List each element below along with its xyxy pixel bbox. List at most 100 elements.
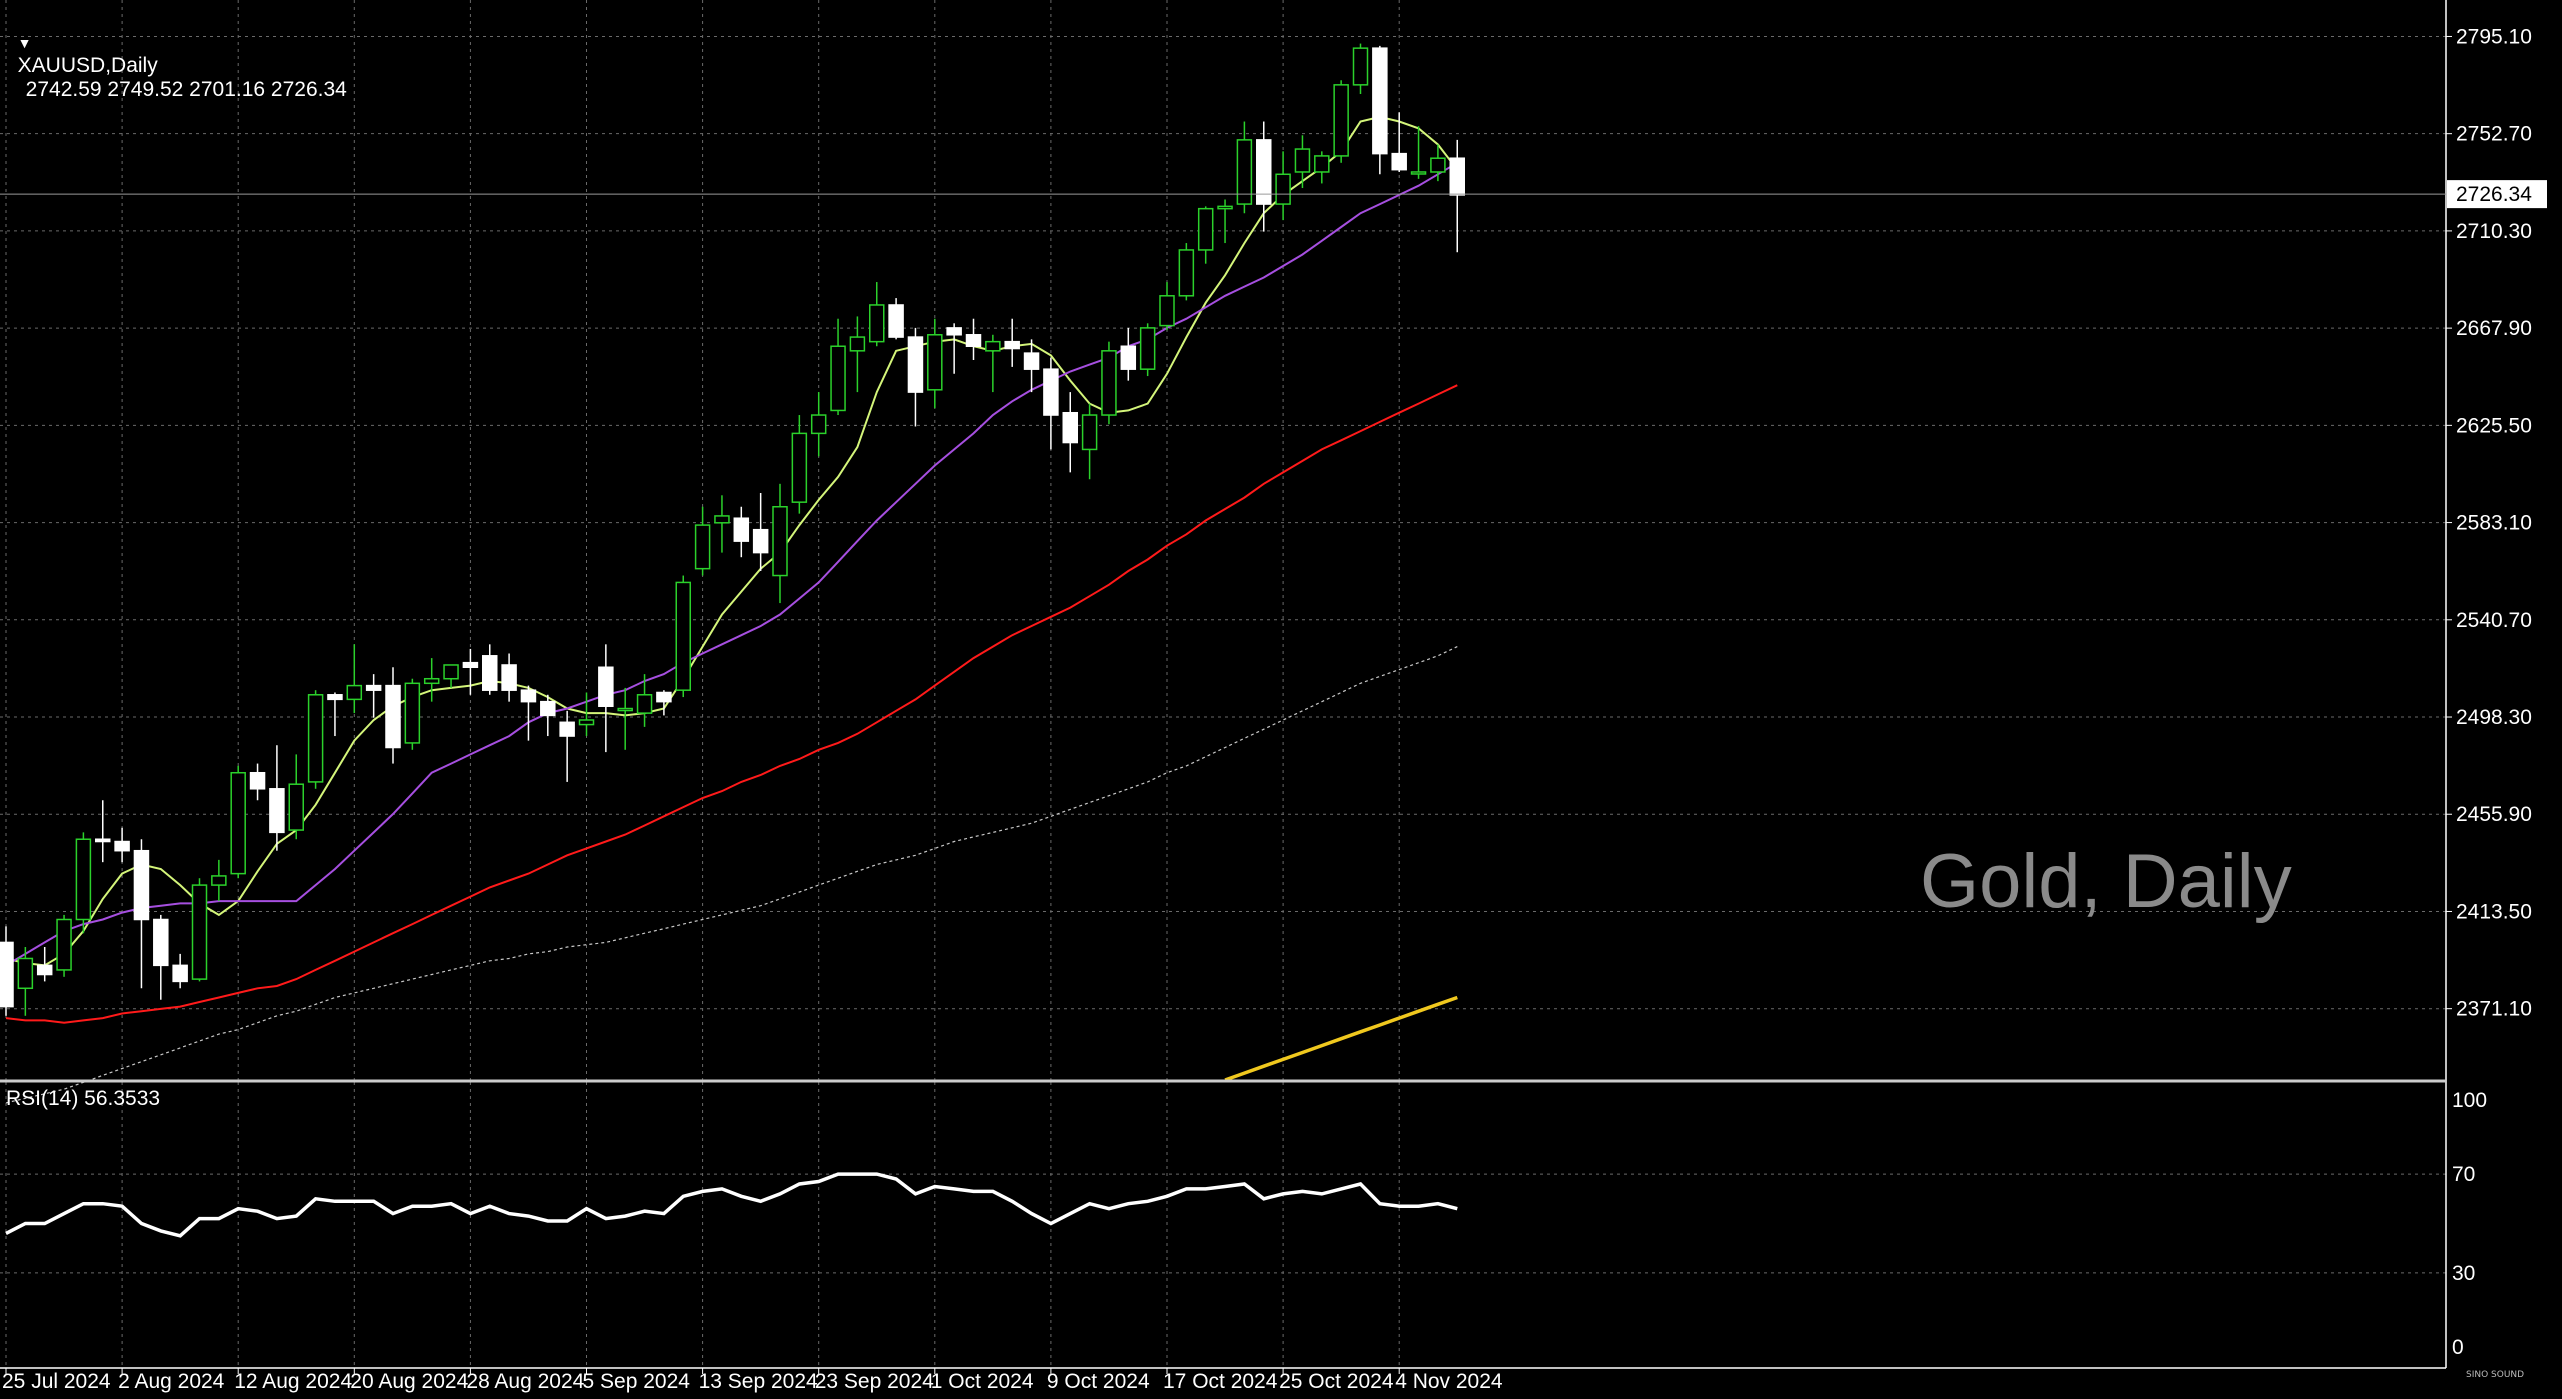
candle-body (1159, 295, 1175, 327)
candle-body (752, 528, 769, 554)
candle-body (346, 684, 363, 701)
rsi-tick-label: 30 (2452, 1262, 2475, 1285)
symbol-label: XAUUSD,Daily (17, 54, 158, 77)
date-tick-label: 12 Aug 2024 (234, 1370, 352, 1393)
date-tick-label: 28 Aug 2024 (466, 1370, 584, 1393)
date-tick-label: 1 Oct 2024 (931, 1370, 1034, 1393)
price-tick-label: 2752.70 (2456, 123, 2532, 146)
candle-body (830, 345, 846, 412)
watermark: Gold, Daily (1920, 839, 2292, 924)
price-tick-label: 2455.90 (2456, 803, 2532, 826)
date-tick-label: 5 Sep 2024 (583, 1370, 691, 1393)
candle-body (191, 884, 208, 980)
price-tick-label: 2795.10 (2456, 25, 2532, 48)
candle-body (17, 957, 34, 990)
candle-body (772, 506, 788, 577)
dropdown-marker-icon[interactable]: ▼ (17, 35, 32, 51)
series-line-ma-slow (5, 384, 1458, 1024)
candle-body (1449, 157, 1465, 196)
date-tick-label: 9 Oct 2024 (1047, 1370, 1150, 1393)
price-tick-label: 2583.10 (2456, 512, 2532, 535)
candle-body (1430, 157, 1446, 173)
date-tick-label: 2 Aug 2024 (118, 1370, 225, 1393)
candle-body (1101, 350, 1117, 416)
candle-body (733, 517, 750, 542)
candle-body (559, 721, 575, 737)
candle-body (114, 840, 130, 852)
candle-body (1043, 368, 1059, 416)
candle-body (540, 700, 556, 717)
candle-body (617, 707, 633, 712)
candle-body (985, 340, 1001, 352)
candle-body (578, 719, 595, 726)
candle-body (888, 304, 904, 338)
chart-header: ▼ XAUUSD,Daily 2742.59 2749.52 2701.16 2… (6, 6, 347, 102)
rsi-panel (5, 1172, 1458, 1238)
candle-body (520, 689, 537, 703)
candle-body (656, 691, 672, 703)
candle-body (946, 327, 962, 336)
series-line-ma-mid (5, 161, 1458, 967)
candle-body (1081, 414, 1098, 451)
candle-body (249, 771, 266, 790)
candle-body (1217, 205, 1233, 210)
candle-body (288, 783, 304, 831)
candle-body (965, 334, 982, 347)
candle-body (56, 918, 72, 971)
candle-body (714, 515, 730, 524)
candle-body (598, 666, 614, 707)
candle-body (211, 875, 227, 886)
candle-body (1294, 148, 1311, 173)
candle-body (1372, 47, 1388, 155)
date-tick-label: 4 Nov 2024 (1395, 1370, 1503, 1393)
candle-body (75, 838, 92, 921)
candle-body (1256, 139, 1272, 205)
candle-body (791, 432, 808, 503)
candlesticks (0, 43, 1465, 1016)
candle-body (1352, 47, 1369, 86)
moving-averages (5, 115, 1459, 1104)
candle-body (501, 664, 517, 691)
current-price-label: 2726.34 (2456, 183, 2532, 206)
price-tick-label: 2625.50 (2456, 414, 2532, 437)
current-price-box (2447, 180, 2547, 209)
price-tick-label: 2371.10 (2456, 998, 2532, 1021)
candle-body (1062, 411, 1078, 444)
rsi-tick-label: 100 (2452, 1089, 2487, 1112)
candle-body (810, 414, 827, 435)
candle-body (869, 304, 885, 343)
candle-body (482, 655, 498, 691)
date-tick-label: 23 Sep 2024 (815, 1370, 934, 1393)
candle-body (327, 694, 343, 701)
date-tick-label: 20 Aug 2024 (350, 1370, 468, 1393)
candle-body (1333, 84, 1349, 157)
date-tick-label: 25 Oct 2024 (1279, 1370, 1394, 1393)
ohlc-values: 2742.59 2749.52 2701.16 2726.34 (25, 78, 347, 101)
date-tick-label: 25 Jul 2024 (2, 1370, 111, 1393)
candle-body (443, 664, 459, 680)
price-tick-label: 2413.50 (2456, 900, 2532, 923)
candle-body (385, 684, 401, 749)
series-line-ma-100 (5, 646, 1458, 1104)
candle-body (1197, 207, 1214, 251)
rsi-tick-label: 0 (2452, 1336, 2464, 1359)
candle-body (365, 684, 382, 691)
candle-body (675, 581, 691, 691)
candle-body (269, 788, 285, 834)
candle-body (1120, 345, 1137, 370)
rsi-tick-label: 70 (2452, 1163, 2475, 1186)
candle-body (95, 838, 111, 843)
candle-body (1391, 152, 1407, 171)
price-tick-label: 2498.30 (2456, 706, 2532, 729)
candle-body (927, 334, 943, 391)
candle-body (1139, 327, 1156, 370)
candle-body (0, 941, 14, 1008)
rsi-line (5, 1172, 1458, 1238)
candle-body (1023, 352, 1040, 370)
candle-body (1275, 173, 1291, 205)
candle-body (1314, 155, 1330, 173)
candle-body (1410, 171, 1427, 175)
series-line-ma-fast (5, 115, 1459, 967)
